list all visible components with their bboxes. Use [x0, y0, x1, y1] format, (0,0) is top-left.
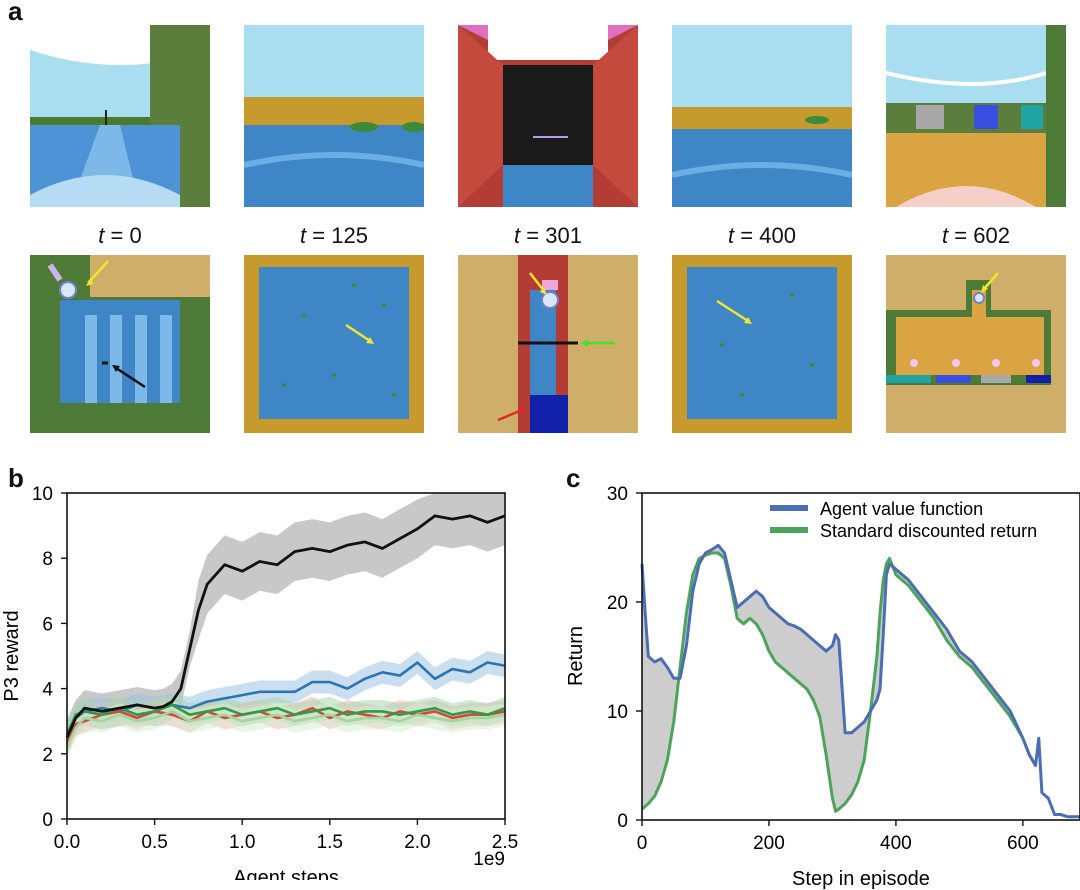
- chart-b-ticks: 0.0 0.5 1.0 1.5 2.0 2.5 0 2 4 6 8 10: [32, 484, 518, 853]
- chart-c-xtick-label: 0: [637, 833, 648, 854]
- chart-b-line-green: [65, 703, 506, 735]
- chart-c-xlabel: Step in episode: [792, 868, 930, 890]
- chart-c-xtick-label: 600: [1007, 833, 1039, 854]
- chart-b-axes-frame: [66, 492, 506, 820]
- first-person-view-frame-0: [30, 25, 210, 207]
- time-label-400: t = 400: [728, 223, 796, 248]
- chart-b-p3-reward: 0.0 0.5 1.0 1.5 2.0 2.5 0 2 4 6 8 10 Agent steps 1e…: [1, 484, 518, 880]
- legend-label-discounted-return: Standard discounted return: [820, 521, 1037, 541]
- chart-c-axes-frame: [641, 492, 1080, 821]
- panel-b-label: b: [8, 463, 24, 493]
- chart-b-ytick-label: 4: [42, 680, 53, 701]
- chart-c-line-agent-value: [640, 543, 1080, 819]
- chart-b-xtick-label: 2.5: [492, 832, 518, 853]
- chart-b-ytick-label: 0: [42, 810, 53, 831]
- chart-c-xtick-label: 400: [880, 833, 912, 854]
- top-down-map-frame-400: [672, 255, 852, 433]
- chart-c-line-discounted-return: [641, 551, 1037, 813]
- time-label-0: t = 0: [98, 223, 142, 248]
- chart-b-xlabel: Agent steps: [233, 867, 339, 880]
- chart-c-xtick-label: 200: [753, 833, 785, 854]
- chart-c-ytick-label: 30: [607, 484, 628, 505]
- chart-c-ticks: 0 200 400 600 0 10 20 30: [607, 484, 1039, 854]
- top-down-map-frame-0: [30, 255, 210, 433]
- time-label-602: t = 602: [942, 223, 1010, 248]
- chart-c-ytick-label: 10: [607, 702, 628, 723]
- chart-c-gap-area: [642, 545, 1036, 812]
- top-down-map-frame-301: [458, 255, 638, 433]
- first-person-view-frame-301: [458, 25, 638, 207]
- chart-c-return: 0 200 400 600 0 10 20 30 Agent value function S…: [565, 484, 1080, 890]
- chart-c-ytick-label: 20: [607, 593, 628, 614]
- chart-c-ylabel: Return: [565, 626, 587, 686]
- chart-c-series-lines: [640, 543, 1080, 819]
- legend-label-agent-value: Agent value function: [820, 499, 983, 519]
- first-person-view-frame-125: [244, 25, 424, 207]
- top-down-map-frame-125: [244, 255, 424, 433]
- chart-b-ytick-label: 10: [32, 484, 53, 505]
- chart-b-series-lines: [65, 514, 506, 748]
- chart-b-xtick-label: 1.5: [317, 832, 343, 853]
- chart-b-xtick-label: 0.5: [141, 832, 167, 853]
- chart-c-legend: Agent value function Standard discounted…: [770, 499, 1037, 541]
- chart-b-xtick-label: 1.0: [229, 832, 255, 853]
- panel-a-label: a: [8, 0, 23, 26]
- chart-b-xtick-label: 2.0: [404, 832, 430, 853]
- time-label-301: t = 301: [514, 223, 582, 248]
- chart-c-fill-between: [642, 545, 1036, 812]
- chart-c-ytick-label: 0: [617, 811, 628, 832]
- chart-b-ylabel: P3 reward: [1, 610, 23, 701]
- chart-b-x-multiplier: 1e9: [473, 849, 505, 870]
- top-down-map-frame-602: [886, 255, 1066, 433]
- chart-b-ytick-label: 2: [42, 745, 53, 766]
- first-person-view-frame-602: [886, 25, 1066, 207]
- time-label-125: t = 125: [300, 223, 368, 248]
- chart-b-line-light-green: [65, 710, 506, 748]
- panel-c-label: c: [566, 463, 581, 493]
- chart-b-line-red: [65, 706, 506, 745]
- chart-b-band-black: [67, 493, 505, 756]
- first-person-view-frame-400: [672, 25, 852, 207]
- chart-b-ytick-label: 6: [42, 614, 53, 635]
- chart-b-xtick-label: 0.0: [54, 832, 80, 853]
- chart-b-line-black: [65, 514, 506, 739]
- chart-b-ytick-label: 8: [42, 549, 53, 570]
